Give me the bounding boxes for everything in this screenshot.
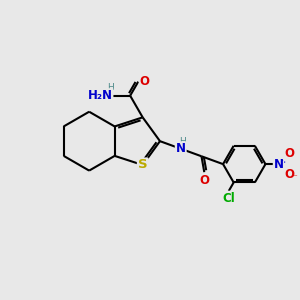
Text: ⁻: ⁻	[292, 173, 297, 182]
Text: H: H	[107, 83, 113, 92]
Text: H: H	[179, 137, 186, 146]
Text: O: O	[284, 168, 294, 181]
Text: N: N	[176, 142, 186, 155]
Text: N: N	[274, 158, 284, 171]
Text: +: +	[280, 156, 288, 165]
Text: O: O	[199, 174, 209, 187]
Text: O: O	[140, 75, 150, 88]
Text: S: S	[138, 158, 148, 172]
Text: O: O	[284, 147, 294, 160]
Text: Cl: Cl	[223, 192, 236, 205]
Text: H₂N: H₂N	[88, 89, 112, 102]
